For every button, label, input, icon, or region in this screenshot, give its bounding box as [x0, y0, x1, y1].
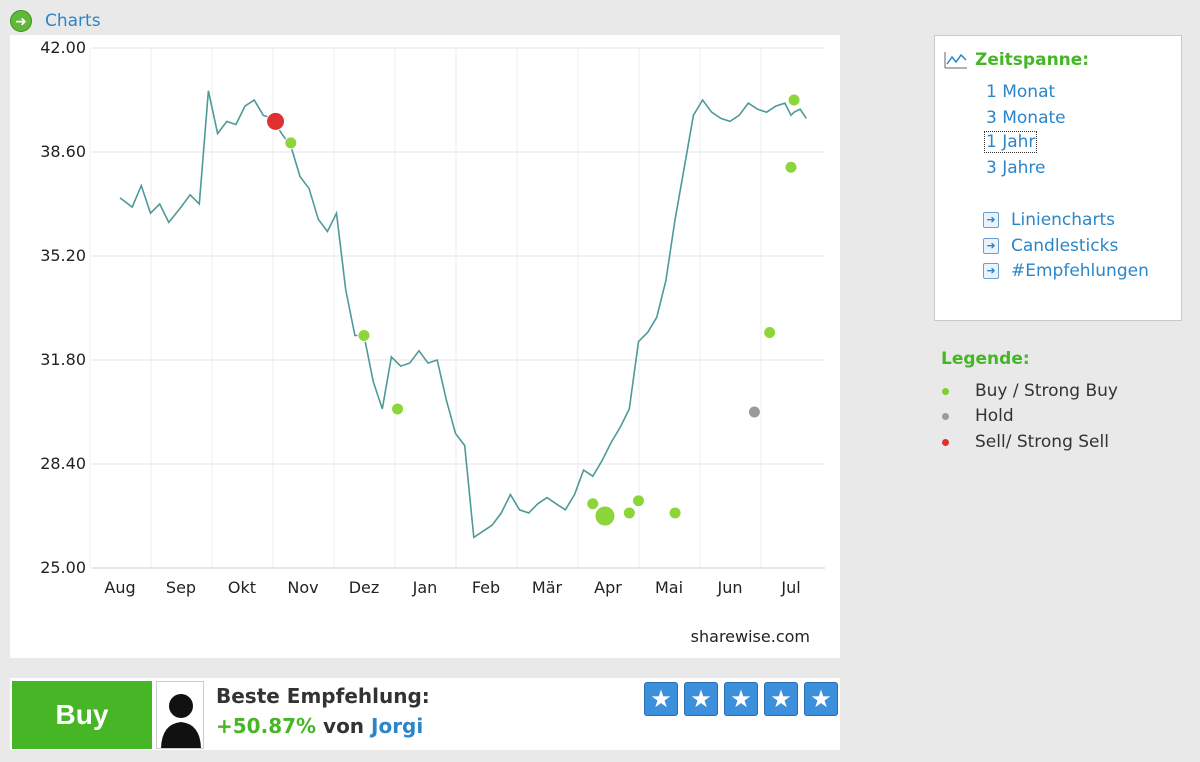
legend-item-hold: Hold [942, 406, 1014, 426]
legend-label-buy: Buy / Strong Buy [975, 381, 1118, 401]
charts-link[interactable]: Charts [45, 11, 101, 31]
x-tick-label: Feb [472, 578, 500, 597]
avatar[interactable] [156, 681, 204, 749]
legend-item-buy: Buy / Strong Buy [942, 381, 1118, 401]
zeitspanne-title: Zeitspanne: [975, 50, 1090, 70]
candlesticks-label: Candlesticks [1011, 236, 1119, 256]
best-percent: +50.87% [216, 714, 317, 738]
marker-sell [266, 111, 286, 131]
zeitspanne-box: Zeitspanne: 1 Monat 3 Monate 1 Jahr 3 Ja… [934, 35, 1182, 321]
line-chart-icon [944, 52, 967, 69]
empfehlungen-label: #Empfehlungen [1011, 261, 1149, 281]
empfehlungen-link[interactable]: ➜ #Empfehlungen [983, 261, 1149, 281]
arrow-right-circle-icon[interactable]: ➜ [10, 10, 32, 32]
legend-item-sell: Sell/ Strong Sell [942, 432, 1109, 452]
von-label: von [323, 714, 365, 738]
y-tick-label: 31.80 [40, 350, 86, 369]
x-tick-label: Mär [532, 578, 563, 597]
y-tick-label: 25.00 [40, 558, 86, 577]
marker-buy [668, 506, 682, 520]
range-1-monat[interactable]: 1 Monat [986, 82, 1056, 102]
marker-hold [747, 405, 761, 419]
legend-dot-sell [942, 439, 949, 446]
price-line [119, 90, 807, 539]
y-tick-label: 28.40 [40, 454, 86, 473]
marker-buy [622, 506, 636, 520]
charts-header: ➜ Charts [0, 0, 1200, 34]
x-tick-label: Dez [349, 578, 380, 597]
x-tick-label: Nov [287, 578, 318, 597]
buy-button[interactable]: Buy [12, 681, 152, 749]
star-rating: ★ ★ ★ ★ ★ [644, 682, 838, 716]
range-3-monate[interactable]: 3 Monate [986, 108, 1066, 128]
candlesticks-link[interactable]: ➜ Candlesticks [983, 236, 1118, 256]
x-tick-label: Jun [717, 578, 743, 597]
legend-title: Legende: [941, 349, 1030, 369]
star-icon: ★ [764, 682, 798, 716]
star-icon: ★ [724, 682, 758, 716]
star-icon: ★ [684, 682, 718, 716]
x-tick-label: Sep [166, 578, 196, 597]
brand-label: sharewise.com [690, 627, 810, 646]
user-link[interactable]: Jorgi [371, 714, 424, 738]
arrow-right-icon: ➜ [983, 263, 999, 279]
y-tick-label: 35.20 [40, 246, 86, 265]
marker-buy [284, 136, 298, 150]
legend-label-sell: Sell/ Strong Sell [975, 432, 1109, 452]
marker-buy [586, 497, 600, 511]
marker-buy [594, 505, 616, 527]
marker-buy [763, 325, 777, 339]
marker-buy [784, 160, 798, 174]
star-icon: ★ [804, 682, 838, 716]
arrow-right-icon: ➜ [983, 212, 999, 228]
x-tick-label: Mai [655, 578, 683, 597]
marker-buy [632, 494, 645, 508]
legend-dot-hold [942, 413, 949, 420]
best-recommendation-line: +50.87% von Jorgi [216, 714, 423, 738]
legend-dot-buy [942, 388, 949, 395]
y-tick-label: 42.00 [40, 38, 86, 57]
marker-buy [391, 402, 405, 416]
marker-buy [787, 93, 801, 107]
x-tick-label: Okt [228, 578, 256, 597]
marker-buy [357, 329, 371, 343]
x-tick-label: Aug [104, 578, 135, 597]
chart-panel: 42.00 38.60 35.20 31.80 28.40 25.00 Aug Sep Okt N… [10, 35, 840, 658]
x-tick-label: Jul [780, 578, 800, 597]
arrow-right-icon: ➜ [983, 238, 999, 254]
price-chart: 42.00 38.60 35.20 31.80 28.40 25.00 Aug Sep Okt N… [40, 38, 825, 597]
best-recommendation-title: Beste Empfehlung: [216, 684, 430, 708]
star-icon: ★ [644, 682, 678, 716]
range-3-jahre[interactable]: 3 Jahre [986, 158, 1046, 178]
liniencharts-link[interactable]: ➜ Liniencharts [983, 210, 1115, 230]
liniencharts-label: Liniencharts [1011, 210, 1115, 230]
recommendation-bar: Buy Beste Empfehlung: +50.87% von Jorgi … [10, 678, 840, 750]
y-tick-label: 38.60 [40, 142, 86, 161]
range-1-jahr[interactable]: 1 Jahr [983, 131, 1038, 153]
legend-label-hold: Hold [975, 406, 1014, 426]
x-tick-label: Jan [412, 578, 438, 597]
x-tick-label: Apr [594, 578, 622, 597]
